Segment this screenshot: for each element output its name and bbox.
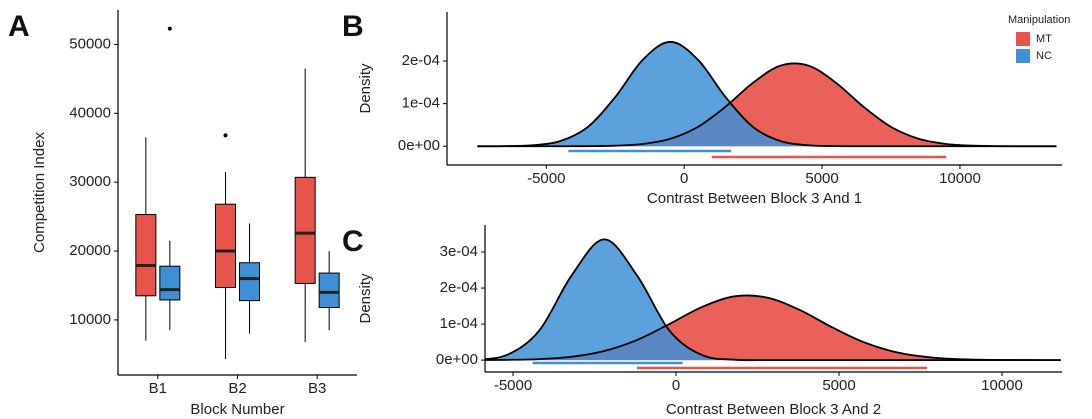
legend-key bbox=[1016, 32, 1030, 46]
y-axis-title: Density bbox=[357, 63, 374, 114]
panel-label: A bbox=[8, 10, 30, 43]
legend-key bbox=[1016, 49, 1030, 63]
panel-label: C bbox=[342, 225, 364, 258]
y-tick-label: 50000 bbox=[69, 35, 111, 52]
x-tick-label: 10000 bbox=[939, 170, 981, 187]
x-axis-title: Contrast Between Block 3 And 2 bbox=[666, 401, 881, 418]
x-tick-label: 0 bbox=[680, 170, 688, 187]
x-tick-label: 5000 bbox=[805, 170, 838, 187]
legend-label: NC bbox=[1036, 50, 1052, 62]
outlier bbox=[167, 26, 172, 31]
panel-label: B bbox=[342, 10, 364, 43]
outlier bbox=[223, 133, 228, 138]
density-area bbox=[485, 239, 1061, 361]
y-tick-label: 1e-04 bbox=[402, 95, 440, 112]
density-area bbox=[477, 63, 1057, 147]
y-tick-label: 30000 bbox=[69, 173, 111, 190]
y-tick-label: 10000 bbox=[69, 311, 111, 328]
x-axis-title: Contrast Between Block 3 And 1 bbox=[647, 190, 862, 207]
x-tick-label: 0 bbox=[672, 377, 680, 394]
plot-area bbox=[485, 238, 1061, 362]
x-tick-label: -5000 bbox=[527, 170, 565, 187]
box bbox=[239, 262, 260, 302]
x-axis-title: Block Number bbox=[190, 401, 284, 418]
y-tick-label: 40000 bbox=[69, 104, 111, 121]
y-tick-label: 1e-04 bbox=[440, 315, 478, 332]
y-tick-label: 0e+00 bbox=[436, 351, 478, 368]
y-tick-label: 20000 bbox=[69, 242, 111, 259]
legend-title: Manipulation bbox=[1008, 14, 1070, 26]
y-tick-label: 0e+00 bbox=[398, 137, 440, 154]
y-axis-title: Density bbox=[357, 273, 374, 324]
x-tick-label: B1 bbox=[149, 380, 167, 397]
x-tick-label: -5000 bbox=[494, 377, 532, 394]
density-curve bbox=[477, 62, 1057, 148]
y-axis-title: Competition Index bbox=[31, 132, 48, 253]
x-tick-label: B2 bbox=[228, 380, 246, 397]
box bbox=[135, 214, 157, 297]
density-area bbox=[477, 41, 1057, 147]
density-curve bbox=[477, 40, 1057, 148]
y-tick-label: 2e-04 bbox=[440, 279, 478, 296]
box bbox=[318, 272, 340, 309]
y-tick-label: 2e-04 bbox=[402, 52, 440, 69]
x-tick-label: 10000 bbox=[981, 377, 1023, 394]
legend-label: MT bbox=[1036, 33, 1052, 45]
density-curve bbox=[485, 238, 1061, 362]
box bbox=[159, 265, 181, 301]
box bbox=[215, 203, 236, 289]
plot-area bbox=[477, 40, 1057, 148]
x-tick-label: 5000 bbox=[822, 377, 855, 394]
x-tick-label: B3 bbox=[308, 380, 326, 397]
y-tick-label: 3e-04 bbox=[440, 243, 478, 260]
box bbox=[294, 176, 316, 284]
